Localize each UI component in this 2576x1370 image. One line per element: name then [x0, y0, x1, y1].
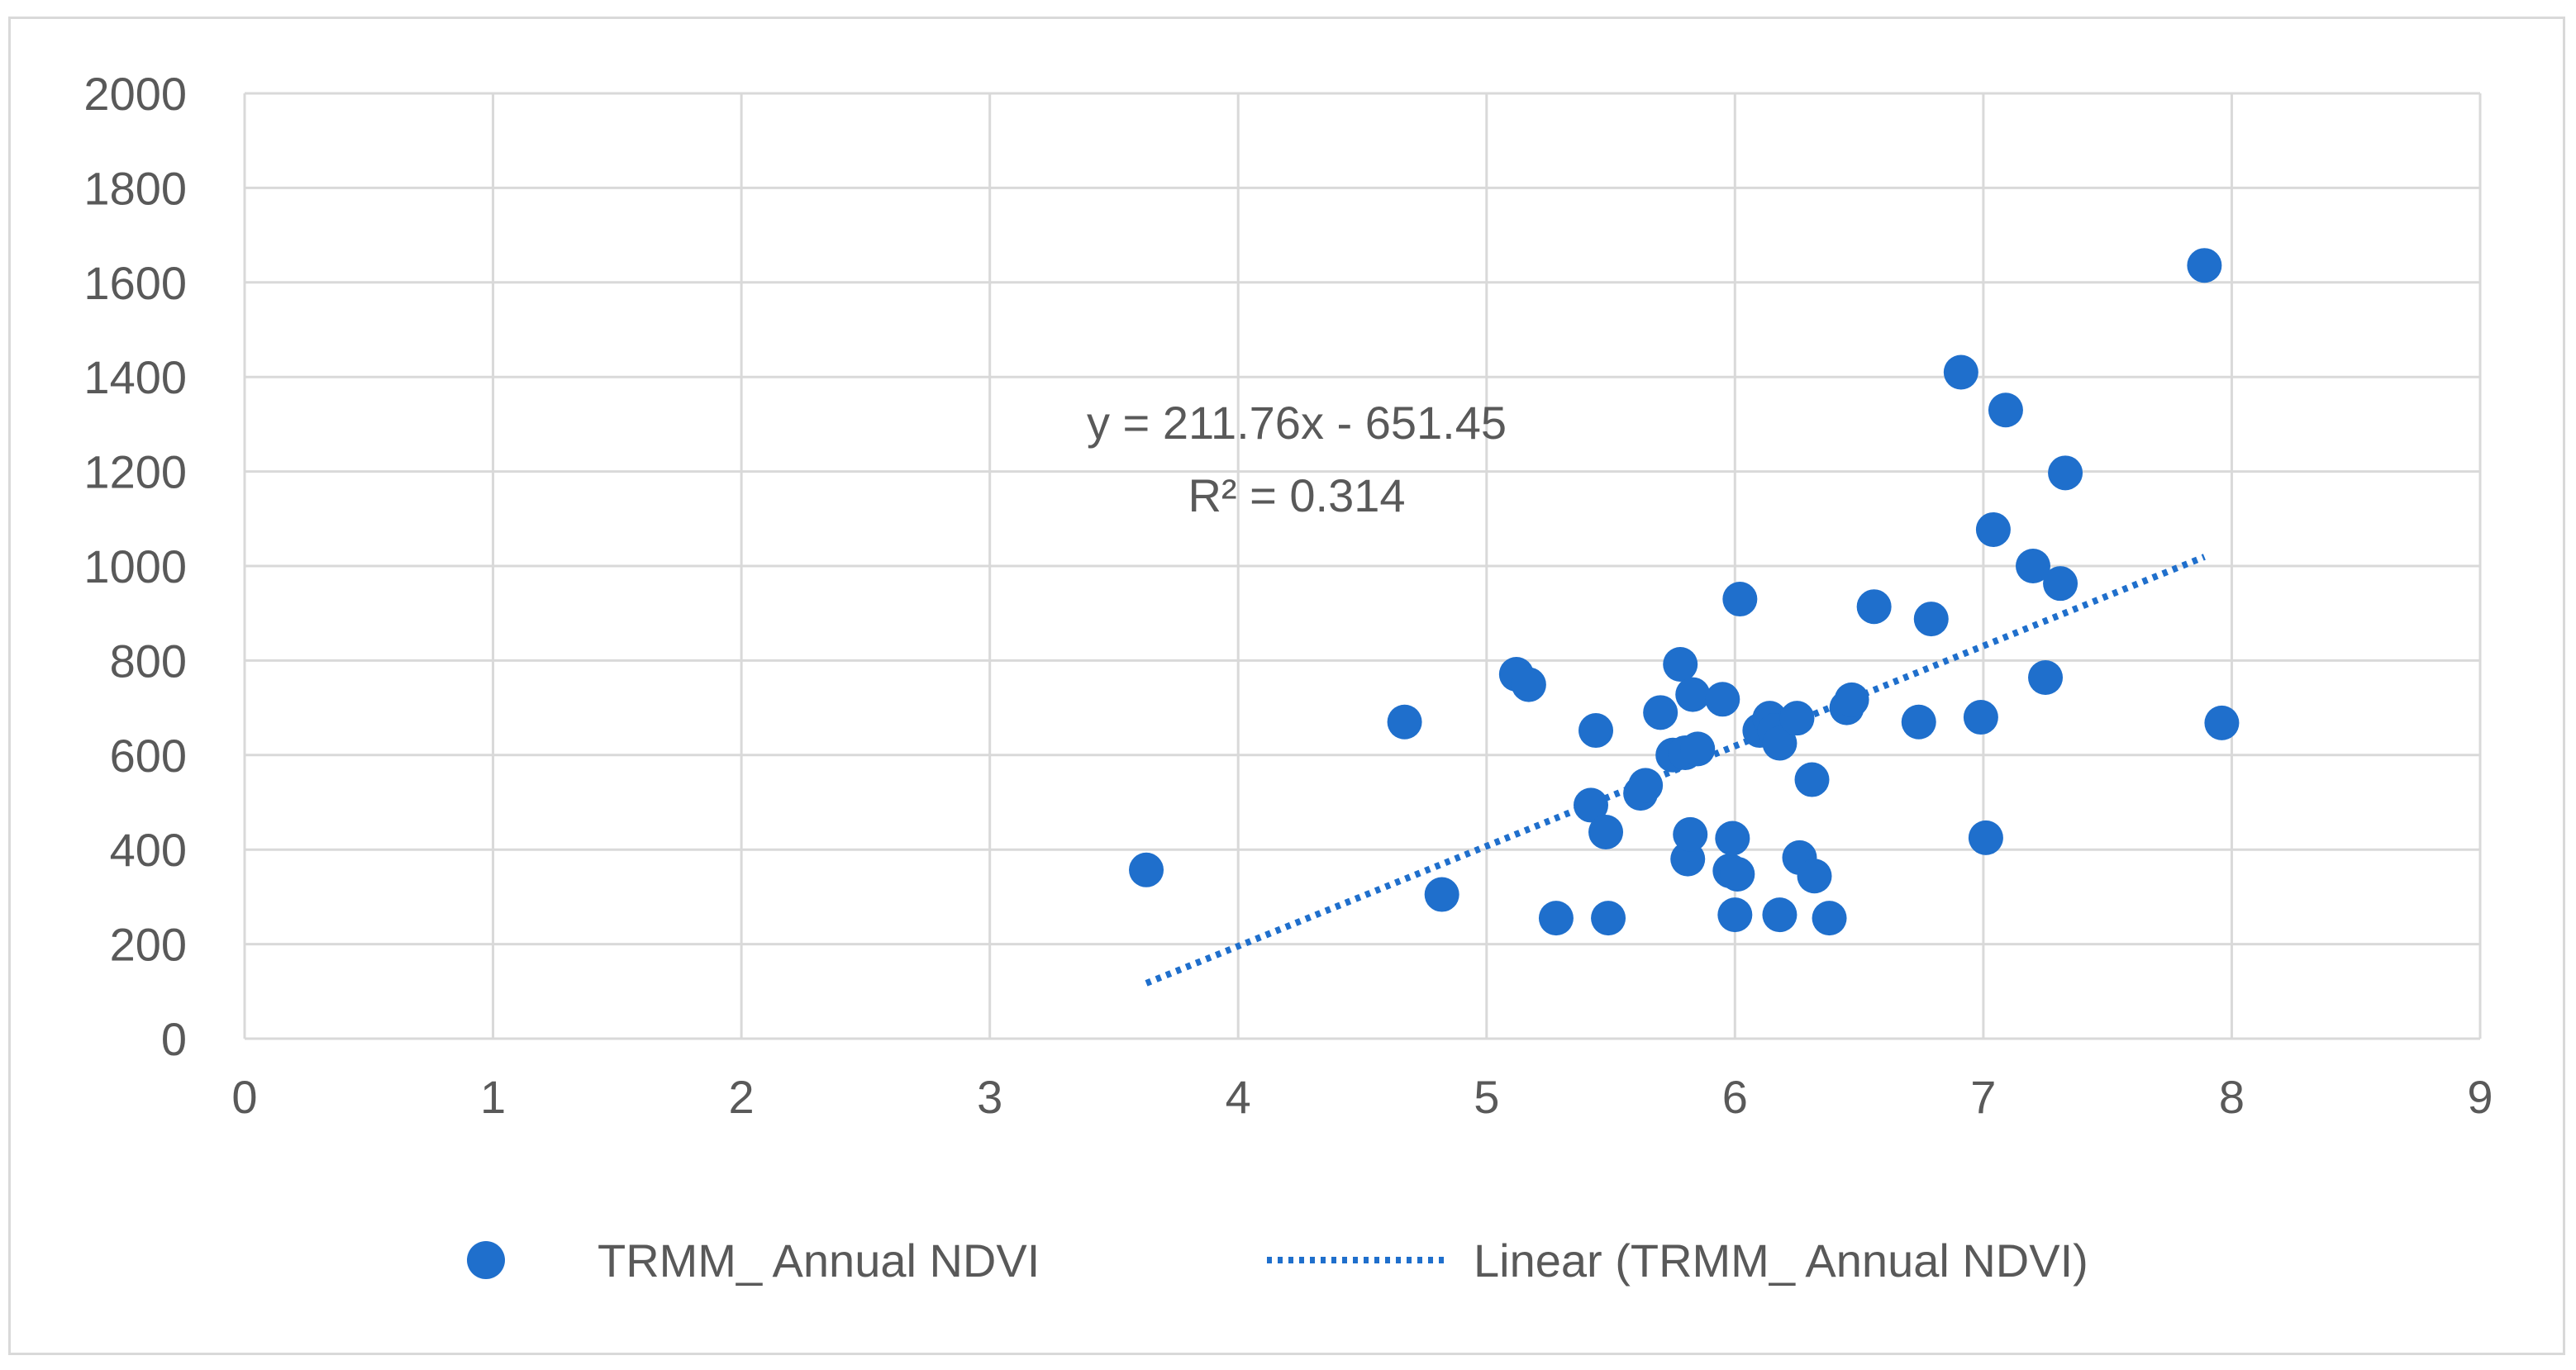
x-tick-label: 0: [231, 1071, 257, 1123]
data-point: [2048, 455, 2083, 491]
x-tick-label: 6: [1722, 1071, 1748, 1123]
y-tick-label: 600: [110, 730, 187, 782]
x-tick-label: 1: [480, 1071, 506, 1123]
legend-label-scatter: TRMM_ Annual NDVI: [598, 1234, 1040, 1287]
data-point: [1663, 646, 1698, 682]
x-tick-label: 2: [729, 1071, 755, 1123]
data-point: [1574, 787, 1609, 823]
data-point: [1722, 582, 1758, 617]
data-point: [1588, 815, 1624, 850]
trendline-r-squared: R² = 0.314: [1188, 469, 1405, 521]
data-point: [1424, 877, 1459, 912]
y-tick-label: 200: [110, 919, 187, 971]
x-tick-label: 9: [2467, 1071, 2493, 1123]
data-point: [1720, 856, 1755, 892]
trendline-equation: y = 211.76x - 651.45: [1087, 397, 1507, 449]
data-point: [1643, 695, 1678, 730]
data-point: [1717, 897, 1753, 933]
data-point: [1856, 589, 1892, 625]
data-point: [1538, 901, 1574, 936]
data-point: [1591, 901, 1626, 936]
y-tick-label: 1400: [83, 351, 187, 403]
data-point: [1943, 354, 1978, 390]
data-point: [1901, 704, 1936, 740]
chart-frame: 0 200 400 600 800 1000 1200 1400 1600 1800 2000 0 1 2…: [8, 17, 2565, 1355]
data-point: [2043, 566, 2078, 602]
data-point: [1797, 859, 1832, 894]
data-point: [2016, 549, 2050, 583]
data-point: [1968, 820, 2003, 855]
data-point: [1387, 704, 1422, 740]
legend-marker-scatter: [467, 1241, 505, 1279]
y-tick-label: 2000: [83, 68, 187, 120]
y-tick-label: 0: [161, 1013, 187, 1065]
legend: TRMM_ Annual NDVI Linear (TRMM_ Annual N…: [467, 1234, 2088, 1287]
data-point: [1715, 821, 1750, 856]
data-point: [1779, 701, 1815, 736]
x-tick-label: 8: [2219, 1071, 2245, 1123]
y-tick-label: 1000: [83, 540, 187, 592]
data-point: [1129, 852, 1164, 887]
data-point: [1794, 762, 1830, 797]
data-point: [1963, 700, 1998, 735]
data-point: [1705, 682, 1740, 717]
x-tick-label: 5: [1474, 1071, 1499, 1123]
x-tick-label: 7: [1970, 1071, 1996, 1123]
data-point: [1628, 768, 1664, 803]
points-layer: [1129, 248, 2240, 936]
data-point: [2204, 705, 2240, 740]
grid-layer: [245, 92, 2482, 1039]
data-point: [1762, 725, 1797, 761]
data-point: [1578, 713, 1614, 749]
data-point: [1673, 816, 1708, 852]
data-point: [2187, 248, 2222, 283]
data-point: [1511, 667, 1546, 702]
y-tick-label: 1200: [83, 446, 187, 498]
data-point: [1762, 897, 1797, 933]
y-tick-label: 1800: [83, 162, 187, 214]
data-point: [1834, 682, 1869, 717]
data-point: [1975, 511, 2011, 547]
y-tick-label: 800: [110, 635, 187, 687]
data-point: [2028, 659, 2064, 695]
data-point: [1988, 392, 2023, 428]
data-point: [1680, 731, 1716, 767]
axis-layer: 0 200 400 600 800 1000 1200 1400 1600 1800 2000 0 1 2…: [83, 68, 2493, 1123]
y-tick-label: 1600: [83, 257, 187, 309]
legend-label-trendline: Linear (TRMM_ Annual NDVI): [1474, 1234, 2088, 1287]
y-tick-label: 400: [110, 824, 187, 876]
data-point: [1675, 677, 1711, 712]
data-point: [1913, 602, 1949, 637]
scatter-chart: 0 200 400 600 800 1000 1200 1400 1600 1800 2000 0 1 2…: [83, 68, 2493, 1287]
x-tick-label: 4: [1226, 1071, 1251, 1123]
data-point: [1812, 901, 1847, 936]
x-tick-label: 3: [977, 1071, 1002, 1123]
